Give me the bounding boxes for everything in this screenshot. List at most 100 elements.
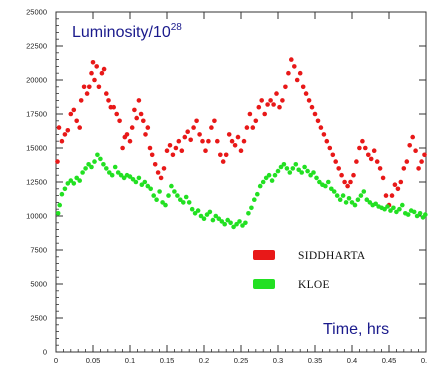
- kloe-data-point: [65, 181, 71, 186]
- kloe-data-point: [400, 202, 405, 208]
- kloe-data-point: [382, 206, 387, 212]
- siddharta-data-point: [241, 138, 247, 144]
- kloe-data-point: [417, 211, 423, 216]
- x-tick-label: 0.45: [382, 356, 397, 365]
- siddharta-data-point: [312, 111, 318, 117]
- kloe-data-point: [346, 196, 352, 201]
- siddharta-data-point: [191, 125, 196, 130]
- kloe-data-point: [210, 217, 216, 223]
- kloe-data-point: [329, 186, 334, 192]
- siddharta-data-point: [247, 111, 253, 117]
- kloe-data-point: [364, 197, 370, 202]
- siddharta-data-point: [250, 125, 256, 130]
- kloe-data-point: [290, 166, 296, 171]
- siddharta-data-point: [380, 175, 386, 181]
- siddharta-data-point: [117, 118, 122, 124]
- siddharta-data-point: [321, 132, 327, 137]
- legend: SIDDHARTA KLOE: [253, 250, 366, 291]
- kloe-data-point: [104, 166, 109, 171]
- kloe-data-point: [275, 168, 281, 174]
- siddharta-data-point: [374, 159, 380, 164]
- siddharta-data-point: [363, 145, 368, 151]
- kloe-data-point: [278, 164, 284, 170]
- siddharta-data-point: [101, 66, 107, 72]
- kloe-data-point: [225, 217, 230, 223]
- siddharta-data-point: [398, 179, 404, 185]
- siddharta-data-point: [324, 138, 330, 144]
- siddharta-data-point: [238, 148, 244, 153]
- kloe-data-point: [337, 197, 343, 202]
- siddharta-data-point: [179, 148, 185, 153]
- siddharta-data-point: [155, 170, 161, 175]
- siddharta-data-point: [164, 148, 170, 153]
- siddharta-data-point: [197, 132, 202, 137]
- siddharta-data-point: [318, 125, 324, 130]
- siddharta-data-point: [223, 152, 229, 158]
- kloe-data-point: [254, 191, 260, 197]
- kloe-data-point: [305, 168, 310, 174]
- siddharta-data-point: [315, 118, 321, 124]
- kloe-data-point: [204, 212, 210, 217]
- kloe-data-point: [284, 166, 290, 171]
- siddharta-data-point: [277, 104, 282, 110]
- x-tick-label: 0.15: [160, 356, 175, 365]
- siddharta-data-point: [333, 159, 339, 164]
- siddharta-data-point: [286, 70, 291, 76]
- kloe-data-point: [71, 181, 77, 186]
- y-tick-label: 20000: [26, 76, 47, 85]
- siddharta-data-point: [262, 111, 268, 117]
- kloe-data-point: [160, 200, 165, 205]
- kloe-data-point: [340, 193, 346, 198]
- x-tick-label: 0.4: [347, 356, 357, 365]
- siddharta-data-point: [106, 98, 111, 103]
- siddharta-data-point: [127, 138, 133, 144]
- siddharta-data-point: [59, 138, 65, 144]
- kloe-data-point: [175, 193, 180, 198]
- plot-frame: [55, 11, 427, 353]
- kloe-data-point: [186, 200, 192, 205]
- siddharta-data-point: [94, 64, 99, 69]
- legend-label-kloe: KLOE: [298, 279, 330, 291]
- kloe-data-point: [151, 193, 156, 198]
- siddharta-data-point: [336, 166, 342, 171]
- siddharta-data-point: [218, 152, 223, 158]
- siddharta-data-point: [395, 186, 401, 192]
- axis-ticks: [55, 11, 427, 353]
- kloe-data-point: [252, 197, 257, 202]
- siddharta-data-point: [71, 107, 77, 113]
- siddharta-data-point: [342, 179, 347, 185]
- siddharta-data-point: [300, 84, 306, 90]
- y-tick-label: 25000: [26, 8, 47, 17]
- siddharta-data-point: [268, 98, 273, 103]
- kloe-data-point: [405, 212, 411, 217]
- siddharta-data-point: [124, 132, 130, 137]
- siddharta-data-point: [111, 104, 116, 110]
- kloe-data-point: [385, 204, 390, 209]
- siddharta-data-point: [389, 193, 395, 198]
- siddharta-data-point: [143, 132, 148, 137]
- kloe-data-point: [414, 213, 420, 219]
- kloe-data-point: [287, 170, 293, 175]
- siddharta-data-point: [422, 152, 427, 158]
- siddharta-data-point: [120, 145, 125, 151]
- siddharta-data-point: [419, 159, 424, 164]
- kloe-data-point: [80, 170, 85, 175]
- kloe-data-point: [139, 182, 145, 187]
- y-tick-label: 22500: [26, 42, 47, 51]
- siddharta-data-point: [220, 159, 226, 164]
- kloe-data-point: [169, 183, 174, 189]
- siddharta-data-point: [297, 70, 303, 76]
- kloe-data-point: [163, 202, 168, 208]
- siddharta-data-point: [404, 159, 410, 164]
- siddharta-data-point: [366, 152, 371, 158]
- kloe-data-point: [136, 175, 142, 181]
- siddharta-data-point: [348, 179, 353, 185]
- kloe-data-point: [145, 183, 151, 189]
- kloe-data-point: [343, 200, 349, 205]
- siddharta-data-point: [244, 125, 250, 130]
- siddharta-data-point: [283, 84, 288, 90]
- kloe-data-point: [266, 172, 272, 178]
- x-tick-labels: 0 0.05 0.1 0.15 0.2 0.25 0.3 0.35 0.4 0.45 0.: [54, 356, 427, 365]
- kloe-data-point: [130, 177, 136, 182]
- kloe-data-point: [326, 179, 331, 185]
